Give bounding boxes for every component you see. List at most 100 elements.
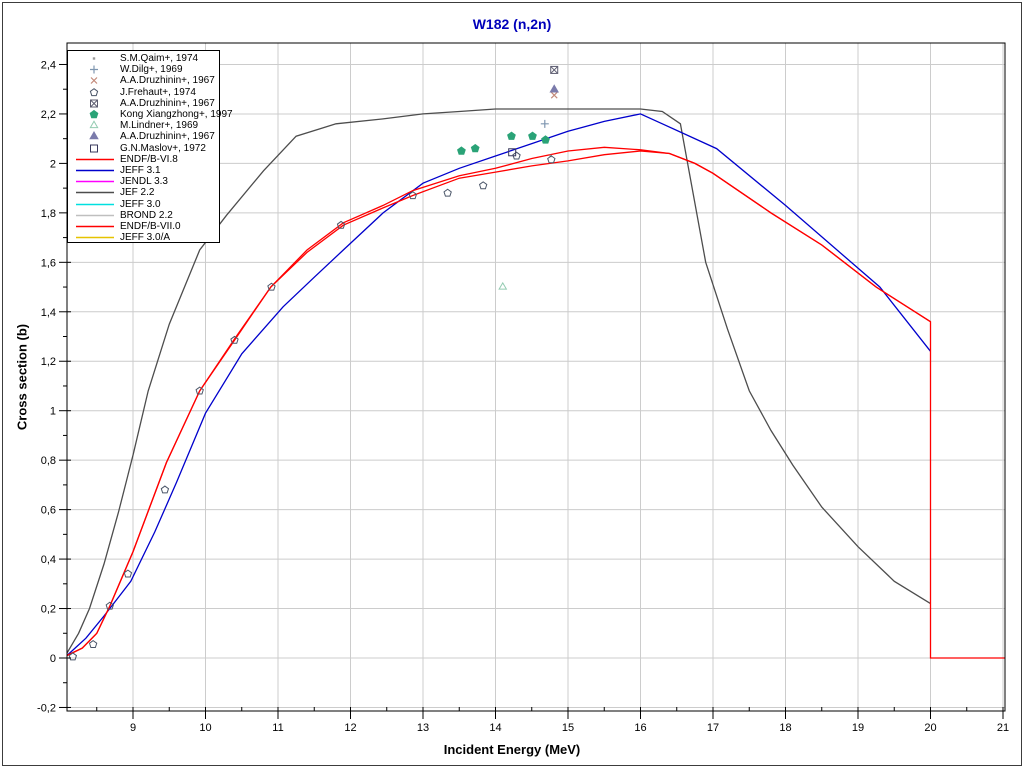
y-tick-label: 2,4	[41, 59, 56, 71]
legend-item: JENDL 3.3	[68, 176, 219, 187]
curve-jef22	[66, 108, 931, 654]
y-tick-label: 1,4	[41, 307, 56, 319]
legend-label: W.Dilg+, 1969	[120, 64, 183, 76]
curve-jeff31	[66, 113, 932, 656]
marker-frehaut	[195, 386, 204, 395]
x-tick-label: 15	[562, 722, 574, 734]
y-tick-label: 0,8	[41, 455, 56, 467]
ticks: 9 10 11 12 13 14 15 16 17 18 19 20 21-0,200,20,40,60…	[37, 59, 1009, 734]
x-tick-label: 19	[852, 722, 864, 734]
legend-item: JEF 2.2	[68, 187, 219, 198]
legend-label: JEFF 3.0/A	[120, 232, 171, 244]
legend-plus-icon	[90, 65, 98, 74]
legend-triangle-filled-icon	[89, 131, 99, 140]
legend-item: A.A.Druzhinin+, 1967	[68, 131, 219, 142]
grid	[67, 43, 1005, 711]
legend-item: BROND 2.2	[68, 210, 219, 221]
chart-title: W182 (n,2n)	[472, 16, 552, 32]
legend-marker-7	[89, 131, 99, 140]
legend-item: W.Dilg+, 1969	[68, 64, 219, 75]
marker-frehaut	[547, 155, 556, 164]
legend-pentagon-open-icon	[89, 87, 99, 96]
legend-label: JEFF 3.1	[120, 164, 161, 176]
y-tick-label: 0	[50, 653, 56, 665]
legend-marker-5	[89, 109, 99, 119]
marker-kong	[507, 131, 516, 140]
legend-marker-6	[89, 120, 99, 129]
y-tick-label: 1,8	[41, 208, 56, 220]
legend-label: ENDF/B-VII.0	[120, 220, 181, 232]
marker-frehaut	[160, 485, 170, 494]
legend-dot-icon	[92, 57, 96, 60]
legend-box: S.M.Qaim+, 1974 W.Dilg+, 1969 A.A.Druzhini…	[67, 50, 233, 243]
x-tick-label: 10	[199, 722, 211, 734]
marker-frehaut	[336, 220, 346, 229]
x-tick-label: 14	[489, 722, 501, 734]
y-tick-label: -0,2	[37, 702, 56, 714]
legend-label: JEFF 3.0	[120, 198, 161, 210]
marker-kong	[528, 131, 537, 140]
legend-label: A.A.Druzhinin+, 1967	[120, 131, 215, 143]
legend-label: JEF 2.2	[120, 187, 155, 199]
data-points	[68, 65, 559, 661]
legend-line-swatch	[76, 180, 114, 183]
marker-maslov	[508, 148, 517, 157]
y-tick-label: 0,2	[41, 604, 56, 616]
x-axis-label: Incident Energy (MeV)	[443, 742, 581, 757]
x-tick-label: 12	[344, 722, 356, 734]
x-tick-label: 17	[707, 722, 719, 734]
legend-item: JEFF 3.0	[68, 198, 219, 210]
y-tick-label: 1,6	[41, 257, 56, 269]
legend-item: A.A.Druzhinin+, 1967	[68, 98, 219, 109]
y-tick-label: 2,2	[41, 109, 56, 121]
marker-kong	[457, 146, 466, 155]
legend-square-crossed-icon	[90, 99, 98, 108]
legend-label: J.Frehaut+, 1974	[120, 86, 196, 98]
legend-marker-2	[90, 77, 98, 85]
legend-label: BROND 2.2	[120, 209, 173, 221]
legend-item: ENDF/B-VI.8	[68, 154, 219, 165]
x-tick-label: 9	[130, 722, 136, 734]
x-tick-label: 13	[417, 722, 429, 734]
legend-item: G.N.Maslov+, 1972	[68, 143, 219, 154]
marker-frehaut	[478, 181, 488, 190]
y-tick-label: 1,2	[41, 356, 56, 368]
y-tick-label: 0,4	[41, 554, 56, 566]
curve-endfb68	[66, 150, 1006, 659]
legend-marker-4	[90, 99, 98, 108]
legend-line-swatch	[76, 236, 114, 239]
marker-frehaut	[123, 569, 133, 578]
legend-label: Kong Xiangzhong+, 1997	[120, 109, 233, 121]
legend-label: A.A.Druzhinin+, 1967	[120, 97, 215, 109]
plot-area[interactable]: 9 10 11 12 13 14 15 16 17 18 19 20 21-0,200,20,40,60…	[3, 3, 1024, 771]
x-tick-label: 11	[272, 722, 283, 734]
marker-druzhinin-x	[550, 91, 558, 99]
marker-kong	[470, 143, 480, 153]
legend-marker-1	[90, 65, 98, 74]
marker-frehaut	[408, 191, 418, 200]
legend-item: A.A.Druzhinin+, 1967	[68, 75, 219, 86]
legend-line-swatch	[76, 192, 114, 194]
legend-label: JENDL 3.3	[120, 176, 168, 188]
legend-item: J.Frehaut+, 1974	[68, 87, 219, 98]
marker-frehaut	[230, 335, 239, 344]
x-tick-label: 20	[924, 722, 936, 734]
legend-marker-8	[90, 144, 98, 153]
legend-line-swatch	[76, 203, 114, 205]
marker-dilg	[540, 119, 549, 128]
legend-square-open-icon	[90, 144, 98, 153]
marker-frehaut	[267, 282, 276, 291]
y-axis-label: Cross section (b)	[14, 323, 30, 431]
legend-item: JEFF 3.0/A	[68, 232, 219, 243]
marker-frehaut	[443, 188, 452, 197]
legend-item: S.M.Qaim+, 1974	[68, 53, 219, 64]
plot-frame	[66, 42, 1006, 712]
marker-kong	[541, 135, 550, 144]
legend-line-swatch	[76, 169, 114, 172]
legend-marker-3	[89, 87, 99, 96]
legend-pentagon-filled-icon	[89, 109, 99, 119]
legend-label: G.N.Maslov+, 1972	[120, 142, 206, 154]
y-tick-label: 0,6	[41, 505, 56, 517]
y-tick-label: 1	[50, 406, 56, 418]
